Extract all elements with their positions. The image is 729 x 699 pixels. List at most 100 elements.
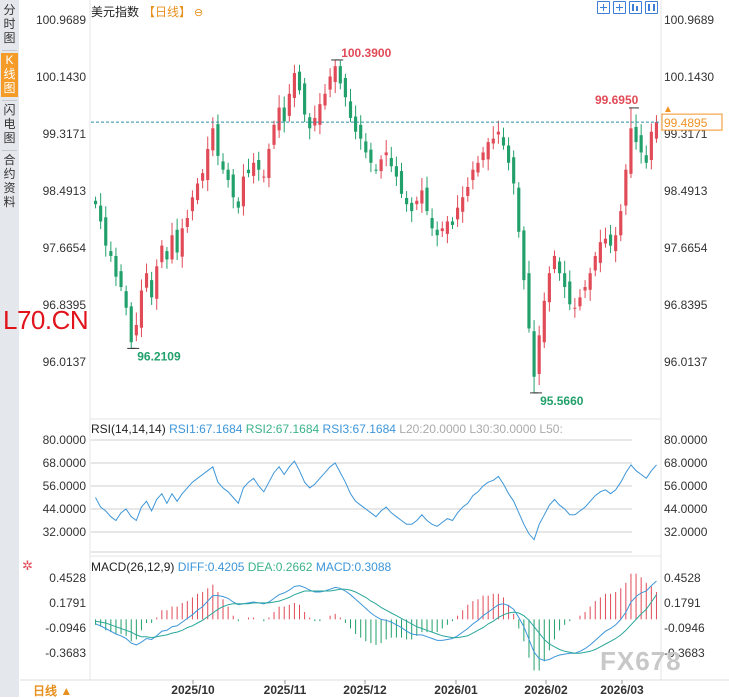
candle-body [354,116,358,132]
candle-body [517,187,521,232]
candle-body [359,124,363,139]
candle-body [170,235,174,260]
rsi3-value: RSI3:67.1684 [322,422,396,436]
price-tick-right: 97.6654 [664,241,708,255]
candle-body [394,166,398,177]
rsi1-value: RSI1:67.1684 [169,422,243,436]
candle-body [318,104,322,125]
candle-body [614,235,618,252]
left-sidebar: 分时图 K线图 闪电图 合约资料 [0,0,19,697]
sidebar-item-kline[interactable]: K线图 [1,53,18,97]
watermark-l70: L70.CN [3,305,89,335]
price-tick-left: 96.8395 [43,298,87,312]
price-tick-left: 97.6654 [43,241,87,255]
candle-body [506,145,511,163]
candle-body [124,291,128,308]
current-price-arrow-icon: ▲ [663,104,673,115]
candle-body [236,201,240,208]
sidebar-divider [2,100,17,101]
x-tick-label: 2026/02 [524,683,568,697]
candle-body [185,218,189,227]
candle-body [588,273,592,290]
candle-body [369,149,373,163]
sidebar-item-contract[interactable]: 合约资料 [3,153,16,209]
settings-gear-icon[interactable]: ✲ [22,558,33,573]
fit-icon[interactable] [597,1,610,14]
rsi-line [95,460,657,541]
candle-body [287,93,291,116]
candle-body [425,187,429,212]
candle-body [629,128,633,174]
candle-body [420,190,424,204]
price-tick-right: 100.1430 [664,70,714,84]
x-tick-label: 2026/01 [434,683,478,697]
macd-tick-left: 0.1791 [49,596,86,610]
bar-style-icon[interactable] [629,1,642,14]
rsi-tick-right: 56.0000 [664,479,708,493]
price-tick-left: 96.0137 [43,355,87,369]
candle-body [292,73,296,98]
candle-body [415,200,419,205]
candle-body [471,169,475,181]
candle-body [328,76,332,90]
candle-body [456,207,460,220]
candle-body [644,155,648,163]
macd-hist-value: MACD:0.3088 [315,560,392,574]
candle-body [262,176,266,178]
candle-body [272,124,276,145]
macd-tick-right: 0.1791 [664,596,701,610]
candle-body [93,200,98,205]
x-tick-label: 2026/03 [600,683,644,697]
refresh-circle-icon[interactable]: ⊖ [194,7,204,19]
price-tick-left: 100.1430 [36,70,86,84]
price-tick-right: 96.8395 [664,298,708,312]
extreme-label: 99.6950 [595,93,639,107]
extreme-label: 95.5660 [540,394,584,408]
candle-body [522,230,526,281]
candle-body [129,306,133,343]
candle-body [195,183,200,201]
candle-body [624,169,628,206]
candle-body [583,287,587,291]
candle-body [190,197,195,212]
candle-body [476,162,480,173]
rsi-label: RSI(14,14,14) [91,422,166,436]
candle-body [440,228,444,232]
rsi-tick-left: 80.0000 [43,433,87,447]
candle-body [568,281,572,305]
rsi-tick-right: 32.0000 [664,525,708,539]
candle-body [282,107,286,122]
sidebar-item-timeshare[interactable]: 分时图 [3,3,16,45]
extreme-label: 96.2109 [137,349,181,363]
macd-label: MACD(26,12,9) [91,560,175,574]
sidebar-item-flash[interactable]: 闪电图 [3,103,16,145]
move-icon[interactable] [613,1,626,14]
rsi-tick-left: 44.0000 [43,502,87,516]
price-tick-left: 100.9689 [36,13,86,27]
period-tab[interactable]: 日线 ▲ [33,684,73,698]
candle-body [333,66,337,83]
candle-body [144,273,149,288]
candle-body [297,71,302,91]
macd-tick-left: -0.0946 [45,621,86,635]
candle-body [603,238,608,244]
candle-body [139,290,144,328]
pause-icon[interactable] [645,1,658,14]
period-label[interactable]: 【日线】 [143,5,192,19]
candle-body [231,174,235,198]
candle-body [430,218,434,229]
candle-body [303,83,307,115]
candle-body [649,131,653,161]
candle-body [160,245,164,263]
candle-body [175,229,179,253]
sidebar-divider [2,150,17,151]
candle-body [241,176,246,207]
candle-body [501,137,506,146]
x-tick-label: 2025/10 [171,683,215,697]
price-tick-left: 98.4913 [43,184,87,198]
candle-body [445,221,449,234]
candle-body [450,221,455,225]
candle-body [634,126,638,143]
candle-body [206,148,210,181]
